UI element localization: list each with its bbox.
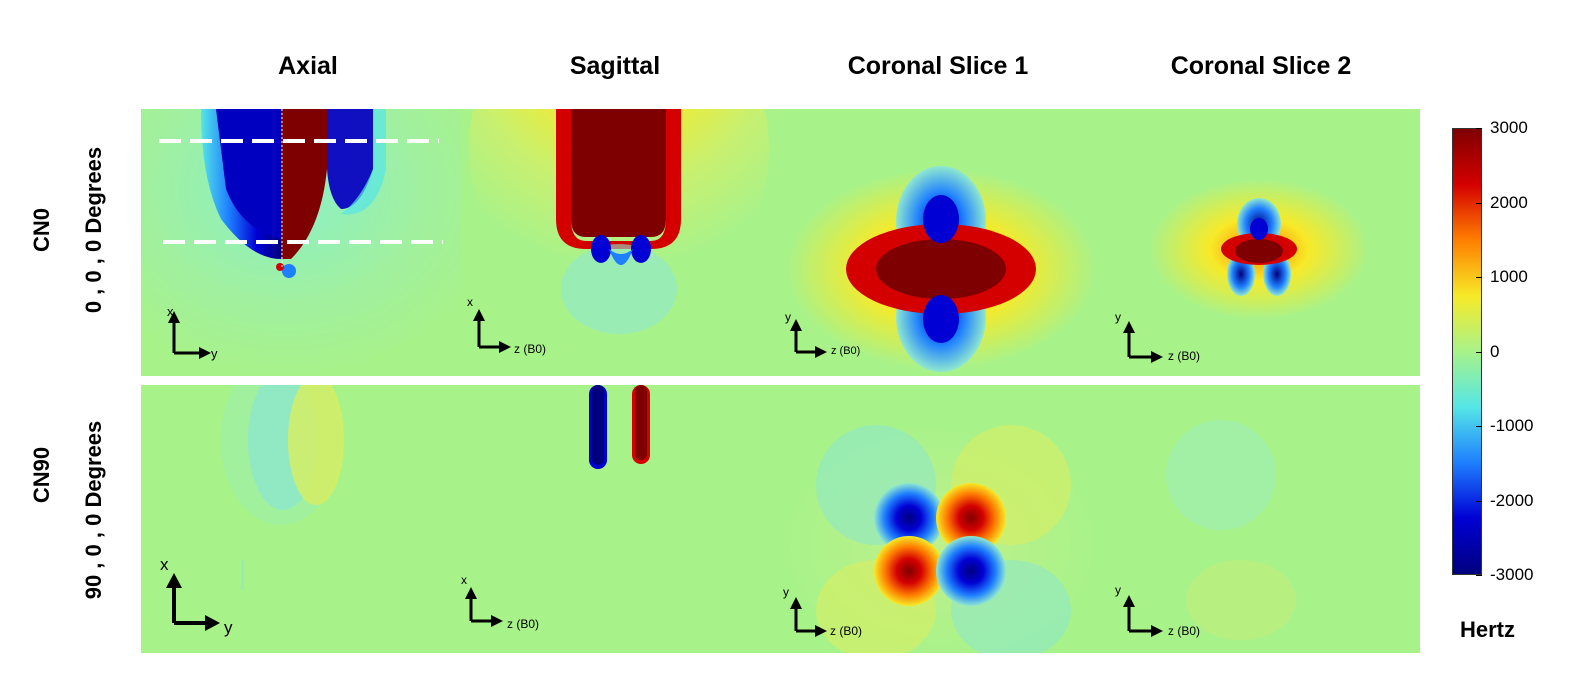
- row-angles-cn90: 90 , 0 , 0 Degrees: [81, 420, 106, 600]
- colorbar-tick-label: -1000: [1490, 416, 1534, 435]
- colorbar-tick-mark: [1476, 128, 1482, 129]
- colorbar-tick-label: 0: [1490, 341, 1500, 361]
- axis-label-x: x: [467, 295, 473, 309]
- axis-label-z-b0: z (B0): [830, 624, 863, 638]
- panel-cn0-axial: x y: [141, 109, 461, 376]
- panel-cn90-coronal-slice-1: y z (B0): [781, 385, 1101, 653]
- column-title-axial: Axial: [278, 52, 338, 80]
- colorbar-unit-label: Hertz: [1460, 617, 1516, 642]
- colorbar-tick-label: 1000: [1490, 267, 1528, 286]
- panel-cn0-coronal-slice-2: y z (B0): [1101, 109, 1420, 376]
- axis-label-z-b0: z (B0): [514, 342, 547, 356]
- colorbar-tick-mark: [1476, 500, 1482, 502]
- axis-label-x: x: [461, 573, 467, 587]
- row-angles-cn0: 0 , 0 , 0 Degrees: [81, 146, 106, 314]
- column-title-coronal-slice-1: Coronal Slice 1: [847, 52, 1029, 80]
- axis-label-x: x: [160, 555, 169, 574]
- colorbar-tick-label: 3000: [1490, 118, 1528, 137]
- axis-label-z-b0: z (B0): [1168, 349, 1201, 363]
- panel-cn0-coronal-slice-1: y z (B0): [781, 109, 1101, 376]
- axis-label-z-b0: z (B0): [507, 617, 540, 631]
- row-label-cn0: CN0: [29, 207, 54, 253]
- colorbar-tick-mark: [1476, 575, 1482, 576]
- colorbar-tick-mark: [1476, 351, 1482, 353]
- axis-label-y: y: [224, 618, 233, 637]
- axis-label-y: y: [785, 310, 791, 324]
- axis-label-z-b0: z (B0): [1168, 624, 1201, 638]
- panel-cn90-coronal-slice-2: y z (B0): [1101, 385, 1420, 653]
- panel-cn90-sagittal: x z (B0): [461, 385, 781, 653]
- axis-label-y: y: [783, 585, 789, 599]
- axis-label-y: y: [211, 346, 218, 361]
- axis-label-z-b0: z (B0): [831, 345, 861, 357]
- panel-cn0-sagittal: x z (B0): [461, 109, 781, 376]
- row-label-cn90: CN90: [29, 446, 54, 504]
- axis-label-y: y: [1115, 583, 1121, 597]
- colorbar-tick-mark: [1476, 277, 1482, 278]
- colorbar-tick-label: -3000: [1490, 565, 1534, 584]
- column-title-sagittal: Sagittal: [569, 52, 661, 80]
- colorbar-tick-mark: [1476, 426, 1482, 427]
- colorbar-tick-label: 2000: [1490, 192, 1528, 212]
- axis-label-y: y: [1115, 310, 1121, 324]
- axis-label-x: x: [167, 304, 174, 319]
- colorbar-tick-label: -2000: [1490, 490, 1534, 510]
- column-title-coronal-slice-2: Coronal Slice 2: [1170, 52, 1352, 80]
- colorbar-tick-mark: [1476, 202, 1482, 204]
- panel-cn90-axial: x y: [141, 385, 461, 653]
